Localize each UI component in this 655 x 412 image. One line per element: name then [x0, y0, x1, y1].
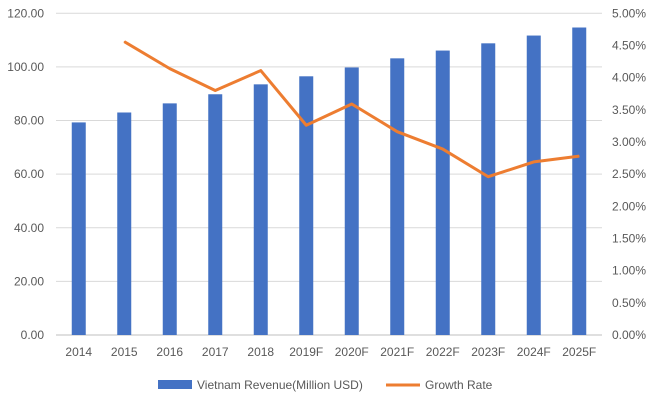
growth-point-2020F	[351, 103, 353, 105]
legend-label-growth: Growth Rate	[425, 378, 493, 392]
x-tick-label: 2022F	[426, 345, 460, 359]
x-tick-label: 2016	[156, 345, 183, 359]
right-tick-label: 2.50%	[612, 167, 646, 181]
left-tick-label: 0.00	[21, 328, 45, 342]
growth-point-2022F	[442, 148, 444, 150]
growth-point-2016	[169, 68, 171, 70]
right-tick-label: 1.00%	[612, 264, 646, 278]
revenue-bars	[71, 27, 587, 336]
x-tick-label: 2014	[65, 345, 92, 359]
right-tick-label: 1.50%	[612, 231, 646, 245]
right-axis: 0.00% 0.50% 1.00% 1.50% 2.00% 2.50% 3.00% 3.50%…	[612, 6, 646, 342]
x-tick-label: 2025F	[562, 345, 596, 359]
left-tick-label: 80.00	[14, 114, 44, 128]
growth-point-2023F	[487, 176, 489, 178]
right-tick-label: 5.00%	[612, 6, 646, 20]
growth-point-2025F	[578, 155, 580, 157]
bar-2021F	[390, 58, 405, 335]
bar-2020F	[344, 67, 359, 336]
x-tick-label: 2018	[247, 345, 274, 359]
gridlines	[56, 12, 602, 336]
bar-2015	[117, 112, 132, 335]
bar-2019F	[299, 76, 314, 335]
x-tick-label: 2015	[111, 345, 138, 359]
x-tick-label: 2023F	[471, 345, 505, 359]
growth-line	[123, 40, 580, 179]
x-tick-label: 2021F	[380, 345, 414, 359]
bar-2017	[208, 94, 223, 335]
right-tick-label: 0.00%	[612, 328, 646, 342]
growth-point-2015	[123, 41, 125, 43]
x-tick-label: 2017	[202, 345, 229, 359]
left-tick-label: 100.00	[7, 60, 44, 74]
bar-2023F	[481, 43, 496, 336]
right-tick-label: 4.00%	[612, 71, 646, 85]
x-tick-label: 2020F	[335, 345, 369, 359]
legend-label-revenue: Vietnam Revenue(Million USD)	[197, 378, 363, 392]
bar-2024F	[526, 35, 541, 336]
right-tick-label: 3.00%	[612, 135, 646, 149]
bar-2016	[162, 103, 177, 335]
right-tick-label: 0.50%	[612, 296, 646, 310]
growth-point-2019F	[305, 124, 307, 126]
growth-point-2024F	[533, 161, 535, 163]
legend: Vietnam Revenue(Million USD) Growth Rate	[158, 378, 493, 392]
x-tick-label: 2019F	[289, 345, 323, 359]
left-tick-label: 60.00	[14, 167, 44, 181]
growth-point-2017	[214, 90, 216, 92]
growth-point-2018	[260, 70, 262, 72]
right-tick-label: 3.50%	[612, 103, 646, 117]
growth-point-2021F	[396, 131, 398, 133]
right-tick-label: 4.50%	[612, 38, 646, 52]
right-tick-label: 2.00%	[612, 199, 646, 213]
x-tick-label: 2024F	[517, 345, 551, 359]
x-axis: 2014 2015 2016 2017 2018 2019F 2020F 2021F 2022F…	[65, 345, 596, 359]
bar-2025F	[572, 27, 587, 335]
bar-2014	[71, 122, 86, 336]
bar-2022F	[435, 50, 450, 335]
left-tick-label: 40.00	[14, 221, 44, 235]
legend-swatch-revenue	[158, 380, 192, 389]
left-axis: 0.00 20.00 40.00 60.00 80.00 100.00 120.00	[7, 6, 44, 342]
left-tick-label: 20.00	[14, 274, 44, 288]
bar-2018	[253, 84, 268, 335]
left-tick-label: 120.00	[7, 6, 44, 20]
